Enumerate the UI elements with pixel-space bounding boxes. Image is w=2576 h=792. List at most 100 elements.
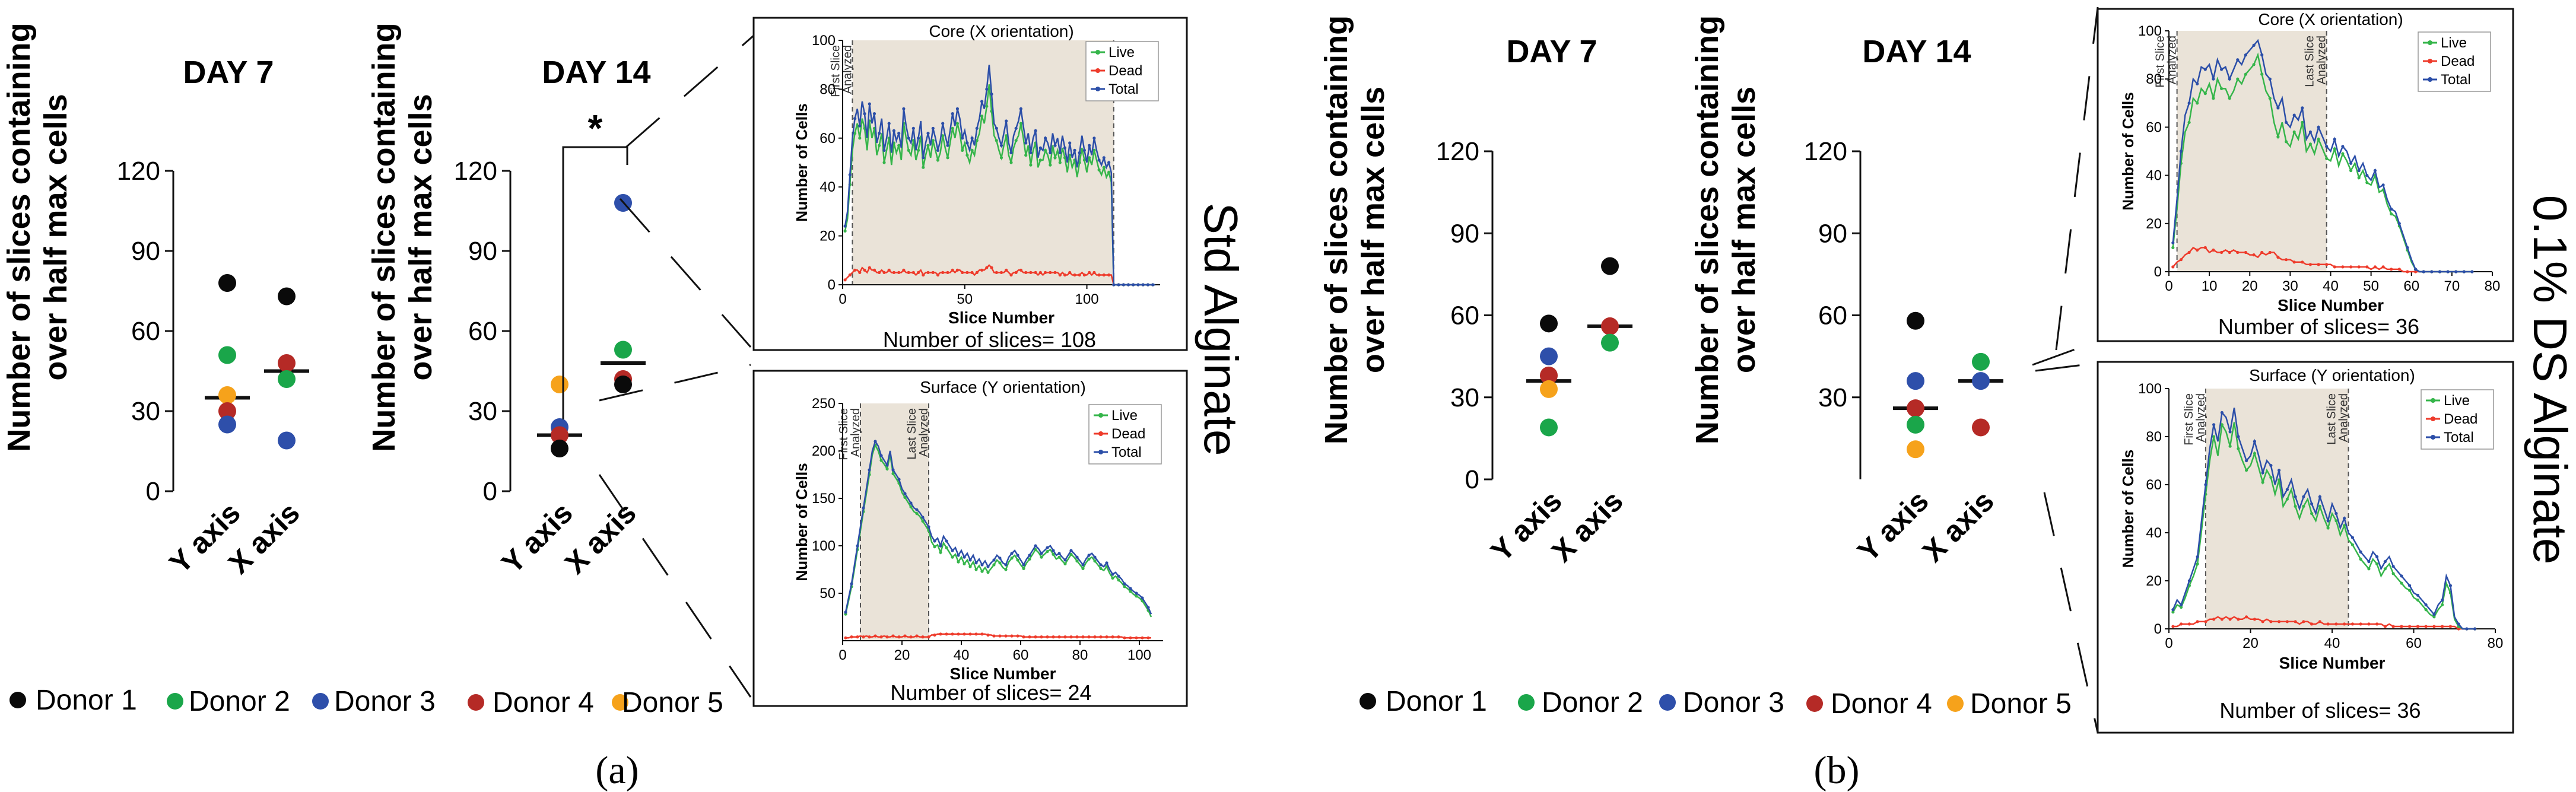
series-point-total	[975, 126, 979, 130]
series-point-dead	[1022, 635, 1025, 639]
legend-label-live: Live	[1108, 44, 1135, 61]
series-point-total	[2465, 627, 2469, 631]
y-axis-label-line2: over half max cells	[403, 94, 439, 380]
series-point-dead	[885, 635, 889, 639]
series-point-total	[2400, 574, 2403, 578]
series-point-total	[926, 132, 930, 135]
series-point-dead	[927, 635, 930, 639]
series-point-total	[1029, 151, 1033, 155]
y-tick-label: 120	[117, 157, 160, 186]
series-point-dead	[921, 635, 925, 639]
legend-a-donor5: Donor 5	[622, 687, 723, 718]
connector-b-surface-bottom	[2043, 492, 2099, 733]
series-point-dead	[2334, 622, 2338, 626]
series-point-live	[2301, 120, 2304, 124]
series-point-total	[980, 563, 984, 567]
y-tick-label: 60	[2146, 477, 2162, 493]
series-point-total	[915, 508, 919, 511]
series-point-live	[1093, 559, 1097, 563]
series-point-dead	[963, 632, 966, 636]
x-tick-label: 0	[838, 647, 846, 663]
series-point-total	[2470, 270, 2474, 273]
series-point-dead	[915, 634, 919, 638]
x-tick-label: 30	[2282, 278, 2298, 294]
series-point-dead	[874, 634, 877, 638]
series-point-total	[941, 122, 945, 125]
series-point-live	[2203, 92, 2207, 96]
series-point-total	[2341, 145, 2345, 148]
series-point-dead	[995, 271, 998, 274]
data-point-donor2	[1907, 415, 1924, 434]
series-point-total	[1146, 606, 1150, 609]
analyzed-region	[2177, 31, 2327, 272]
y-tick-label: 40	[2146, 168, 2162, 184]
series-point-dead	[1111, 635, 1114, 639]
series-point-total	[2446, 270, 2450, 273]
series-point-live	[1053, 156, 1057, 160]
chart-title: DAY 7	[1506, 34, 1597, 69]
connector-a-core-top	[625, 34, 754, 148]
y-tick-label: 150	[812, 491, 836, 507]
x-category-label: X axis	[1916, 484, 2000, 568]
series-point-live	[1040, 555, 1043, 559]
series-point-dead	[2212, 618, 2216, 621]
series-point-total	[882, 148, 886, 152]
series-point-dead	[2228, 618, 2232, 621]
series-point-dead	[2196, 248, 2199, 252]
series-point-live	[951, 126, 954, 130]
series-point-total	[2171, 241, 2175, 244]
series-point-live	[2341, 152, 2345, 155]
series-point-dead	[2244, 250, 2247, 255]
series-point-live	[945, 546, 948, 549]
legend-b-donor4-marker	[1806, 695, 1823, 712]
donor-legend-b: Donor 1 Donor 2 Donor 3 Donor 4 Donor 5	[1360, 686, 2072, 720]
series-point-dead	[1081, 635, 1085, 639]
series-point-live	[915, 512, 919, 516]
series-point-live	[1038, 158, 1042, 162]
data-point-donor1	[1601, 257, 1619, 275]
series-point-total	[2187, 579, 2191, 583]
legend-b-donor4: Donor 4	[1831, 688, 1932, 720]
series-point-total	[1053, 144, 1057, 147]
data-point-donor1	[278, 287, 296, 306]
y-tick-label: 90	[468, 237, 497, 266]
data-point-donor4	[1972, 418, 1990, 437]
y-tick-label: 60	[2146, 119, 2162, 135]
series-point-total	[1034, 544, 1037, 548]
last-slice-label: Last Slice	[2304, 36, 2317, 87]
series-point-dead	[980, 268, 984, 272]
series-point-total	[2196, 82, 2199, 85]
series-point-live	[2294, 504, 2297, 508]
series-point-total	[1136, 283, 1140, 287]
series-point-total	[856, 544, 859, 548]
series-point-dead	[1053, 271, 1057, 274]
panel-a-day7-scatter: DAY 7 Number of slices containing over hal…	[1, 23, 309, 580]
series-point-dead	[2268, 250, 2272, 255]
series-point-total	[998, 556, 1002, 560]
last-slice-label: Analyzed	[2337, 393, 2351, 442]
y-tick-label: 80	[2146, 429, 2162, 445]
series-point-total	[911, 126, 915, 130]
series-point-total	[2359, 550, 2362, 554]
series-point-live	[955, 122, 959, 125]
legend-marker-dead	[1098, 431, 1103, 436]
series-point-dead	[992, 634, 996, 638]
series-point-total	[1129, 587, 1132, 590]
series-point-total	[862, 506, 865, 510]
series-point-total	[970, 136, 974, 140]
series-point-total	[1078, 151, 1081, 155]
series-point-total	[1069, 549, 1073, 552]
series-point-dead	[2212, 248, 2215, 252]
series-point-dead	[856, 635, 859, 639]
series-point-total	[963, 555, 966, 559]
zoom-connectors	[598, 7, 2099, 733]
y-tick-label: 0	[146, 477, 160, 506]
y-tick-label: 120	[454, 157, 497, 186]
series-point-total	[2203, 68, 2207, 71]
series-point-total	[2268, 77, 2272, 81]
x-tick-label: 40	[954, 647, 970, 663]
y-tick-label: 30	[1818, 383, 1847, 412]
y-axis-label-line1: Number of slices containing	[1689, 15, 1725, 444]
series-point-live	[2292, 130, 2296, 134]
series-point-total	[1092, 136, 1096, 140]
